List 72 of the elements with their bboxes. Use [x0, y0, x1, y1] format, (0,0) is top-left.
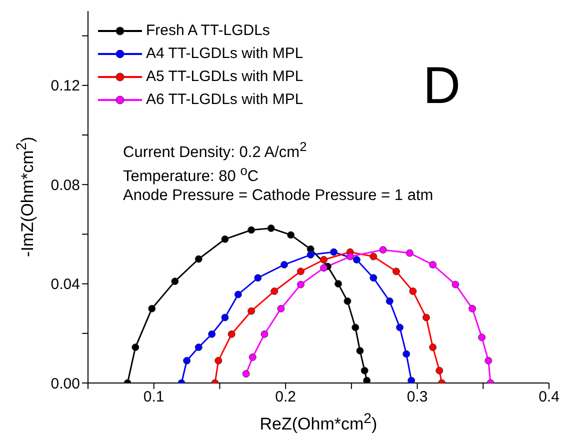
- y-tick-label: 0.08: [50, 176, 80, 194]
- x-tick-label: 0.4: [538, 388, 560, 406]
- point: [356, 347, 364, 355]
- x-tick-label: 0.2: [275, 388, 296, 406]
- point: [484, 356, 492, 364]
- point: [221, 235, 229, 243]
- point: [228, 330, 236, 338]
- annotation: D: [423, 56, 461, 116]
- point: [234, 290, 242, 298]
- point: [296, 280, 304, 288]
- point: [352, 256, 360, 264]
- point: [260, 330, 268, 338]
- point: [429, 344, 437, 352]
- point: [148, 304, 156, 312]
- text: 0.00: [50, 375, 80, 392]
- annotation: Current Density: 0.2 A/cm$^{2}$: [123, 139, 307, 162]
- point: [320, 264, 328, 272]
- point: [363, 376, 371, 383]
- point: [406, 249, 414, 257]
- point: [183, 356, 191, 364]
- legend-label: A6 TT-LGDLs with MPL: [146, 91, 304, 108]
- point: [171, 278, 179, 286]
- point: [330, 248, 338, 256]
- point: [429, 260, 437, 268]
- point: [270, 287, 278, 295]
- x-axis-title: ReZ(Ohm*cm$^{2}$): [258, 411, 378, 435]
- point: [396, 324, 404, 332]
- point: [306, 251, 314, 259]
- point: [208, 330, 216, 338]
- annotation: Temperature: 80 $^{o}$C: [123, 163, 259, 186]
- point: [370, 274, 378, 282]
- point: [452, 280, 460, 288]
- legend-label: A4 TT-LGDLs with MPL: [146, 45, 304, 62]
- point: [334, 280, 342, 288]
- point: [277, 304, 285, 312]
- point: [408, 376, 416, 383]
- point: [379, 246, 387, 254]
- y-tick-label: 0.12: [50, 78, 80, 95]
- point: [280, 260, 288, 268]
- point: [194, 344, 202, 352]
- point: [344, 297, 352, 305]
- annotation: Anode Pressure = Cathode Pressure = 1 atm: [123, 187, 434, 205]
- point: [267, 224, 275, 232]
- point: [242, 370, 250, 378]
- point: [248, 226, 256, 234]
- point: [132, 344, 140, 352]
- point: [320, 256, 328, 264]
- point: [296, 268, 304, 276]
- point: [194, 255, 202, 263]
- point: [409, 287, 417, 295]
- x-tick-label: 0.1: [143, 388, 164, 406]
- y-tick-label: 0.04: [50, 276, 80, 294]
- point: [346, 252, 354, 260]
- legend-label: A5 TT-LGDLs with MPL: [146, 68, 304, 85]
- point: [370, 252, 378, 260]
- point: [221, 314, 229, 322]
- point: [468, 304, 476, 312]
- legend-label: Fresh A TT-LGDLs: [146, 22, 270, 39]
- point: [360, 366, 368, 374]
- point: [287, 231, 295, 239]
- point: [254, 274, 262, 282]
- point: [248, 307, 256, 315]
- point: [392, 268, 400, 276]
- point: [402, 350, 410, 358]
- point: [248, 353, 256, 361]
- point: [436, 366, 444, 374]
- point: [478, 334, 486, 342]
- x-tick-label: 0.3: [406, 388, 428, 406]
- point: [352, 324, 360, 332]
- point: [214, 356, 222, 364]
- point: [422, 314, 430, 322]
- point: [386, 297, 394, 305]
